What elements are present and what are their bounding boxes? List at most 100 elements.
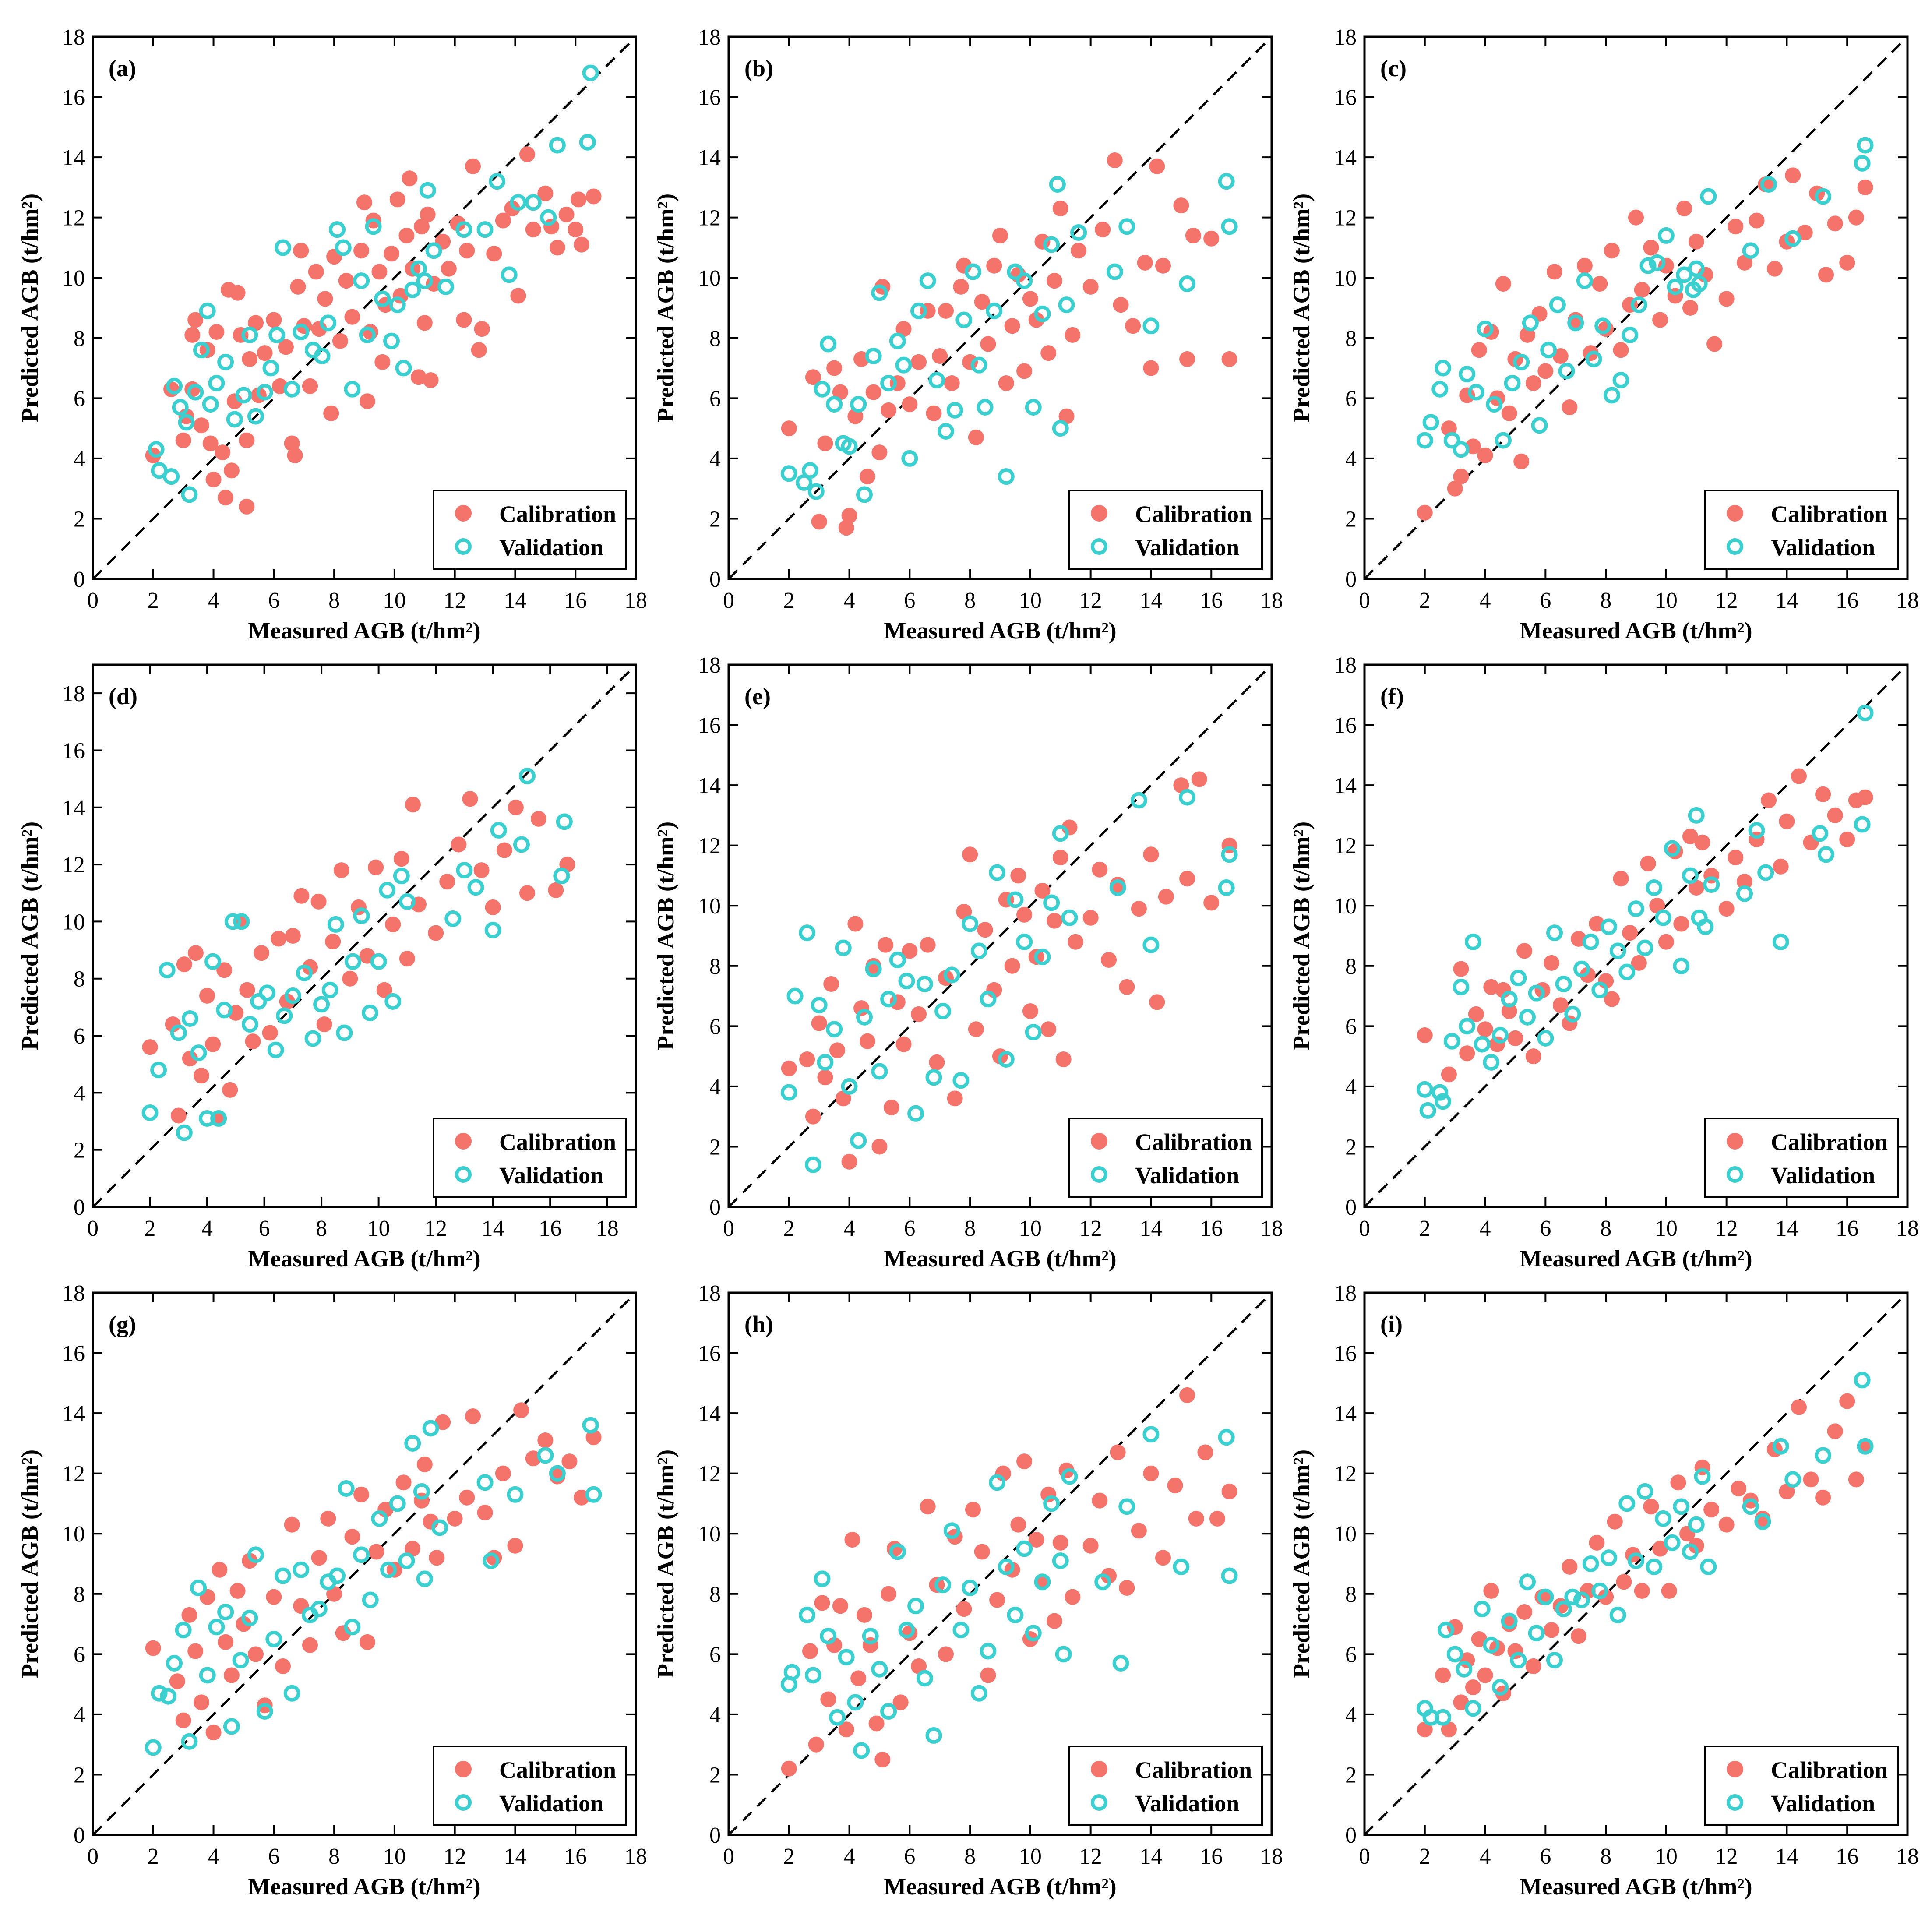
calibration-point: [199, 987, 215, 1004]
y-tick-label: 10: [698, 1522, 721, 1547]
validation-point: [1618, 1495, 1636, 1512]
calibration-point: [242, 351, 258, 367]
validation-point: [1034, 949, 1051, 966]
validation-point: [838, 1649, 855, 1666]
calibration-point: [1552, 997, 1569, 1013]
calibration-point: [920, 1499, 936, 1515]
y-tick-label: 8: [709, 1582, 721, 1607]
validation-point: [540, 209, 557, 226]
chart-panel-9: 0 2 4 6 8 10 12 14 16 18 0 2 4 6 8 10 12 14 16 18 Measured A…: [1288, 1281, 1919, 1900]
validation-point: [262, 360, 279, 377]
validation-point: [310, 1601, 328, 1618]
calibration-point: [1417, 1721, 1433, 1738]
y-axis-label: Predicted AGB (t/hm²): [1288, 822, 1315, 1050]
validation-point: [1142, 1426, 1160, 1443]
validation-point: [232, 1652, 249, 1669]
validation-point: [1609, 1606, 1626, 1623]
y-tick-label: 18: [62, 681, 85, 706]
validation-point: [889, 1543, 906, 1560]
calibration-point: [1016, 1453, 1033, 1470]
x-tick-label: 4: [208, 588, 219, 613]
calibration-point: [1728, 850, 1744, 866]
x-tick-label: 10: [383, 588, 406, 613]
y-tick-label: 14: [1334, 145, 1357, 170]
calibration-point: [389, 191, 405, 208]
x-tick-label: 8: [964, 1216, 976, 1241]
calibration-point: [841, 1153, 857, 1170]
calibration-point: [1489, 1036, 1505, 1052]
y-tick-label: 16: [698, 1341, 721, 1366]
legend-validation-marker: [455, 538, 472, 555]
calibration-point: [838, 1721, 854, 1738]
calibration-point: [820, 1691, 836, 1707]
validation-point: [283, 381, 300, 398]
calibration-point: [507, 1538, 523, 1554]
calibration-point: [486, 246, 502, 262]
validation-point: [1016, 933, 1033, 950]
validation-point: [344, 381, 361, 398]
calibration-point: [1082, 1538, 1099, 1554]
validation-point: [1218, 173, 1235, 190]
y-tick-label: 10: [62, 266, 85, 291]
calibration-point: [187, 945, 204, 961]
calibration-point: [495, 1465, 511, 1481]
x-tick-label: 6: [1540, 1216, 1551, 1241]
legend-box: [433, 1118, 627, 1198]
calibration-point: [1791, 768, 1807, 784]
legend: Calibration Validation: [433, 1746, 627, 1826]
validation-point: [1218, 1429, 1235, 1446]
x-tick-label: 2: [783, 1844, 795, 1869]
x-tick-label: 0: [723, 1844, 734, 1869]
validation-point: [998, 1558, 1015, 1575]
chart-panel-7: 0 2 4 6 8 10 12 14 16 18 0 2 4 6 8 10 12 14 16 18 Measured A…: [17, 1281, 647, 1900]
calibration-point: [1501, 1003, 1517, 1019]
calibration-point: [1022, 1003, 1038, 1019]
calibration-point: [1827, 807, 1843, 823]
panel-label: (i): [1380, 1311, 1403, 1337]
x-tick-label: 10: [1019, 1216, 1042, 1241]
x-tick-label: 12: [444, 1844, 466, 1869]
calibration-point: [420, 206, 436, 222]
validation-point: [1655, 909, 1671, 926]
validation-point: [1070, 224, 1087, 241]
chart-panel-3: 0 2 4 6 8 10 12 14 16 18 0 2 4 6 8 10 12 14 16 18 Measured A…: [1288, 25, 1919, 644]
x-axis-label: Measured AGB (t/hm²): [884, 1873, 1116, 1900]
validation-point: [1784, 1471, 1802, 1488]
calibration-point: [353, 1486, 370, 1502]
validation-point: [199, 1667, 216, 1684]
calibration-point: [1773, 858, 1789, 875]
validation-point: [1106, 263, 1123, 280]
validation-point: [1628, 900, 1644, 917]
validation-point: [856, 486, 873, 503]
validation-point: [422, 1420, 439, 1437]
validation-point: [329, 1567, 346, 1584]
calibration-point: [537, 1432, 554, 1449]
calibration-point: [1766, 261, 1783, 277]
plot-frame: [727, 663, 1273, 1208]
legend-calibration-label: Calibration: [1771, 1129, 1888, 1155]
calibration-point: [1055, 1051, 1072, 1067]
validation-point: [841, 1078, 858, 1095]
x-tick-label: 10: [367, 1216, 390, 1241]
calibration-point: [1613, 871, 1629, 887]
validation-point: [444, 910, 462, 927]
validation-point: [1585, 350, 1602, 367]
calibration-point: [1101, 952, 1117, 968]
validation-point: [1664, 1534, 1681, 1551]
calibration-point: [254, 945, 270, 961]
y-tick-label: 6: [74, 1642, 85, 1667]
validation-point: [327, 916, 344, 933]
x-tick-label: 16: [564, 588, 587, 613]
validation-point: [335, 239, 352, 256]
calibration-point: [932, 348, 948, 364]
validation-point: [582, 1417, 599, 1434]
validation-point: [344, 953, 361, 970]
series-validation: [1416, 137, 1874, 458]
validation-point: [1221, 218, 1238, 235]
validation-point: [393, 868, 410, 885]
validation-point: [1760, 176, 1777, 193]
calibration-point: [1658, 257, 1674, 274]
validation-point: [817, 1054, 834, 1071]
validation-point: [398, 1552, 415, 1569]
calibration-point: [929, 1054, 945, 1070]
